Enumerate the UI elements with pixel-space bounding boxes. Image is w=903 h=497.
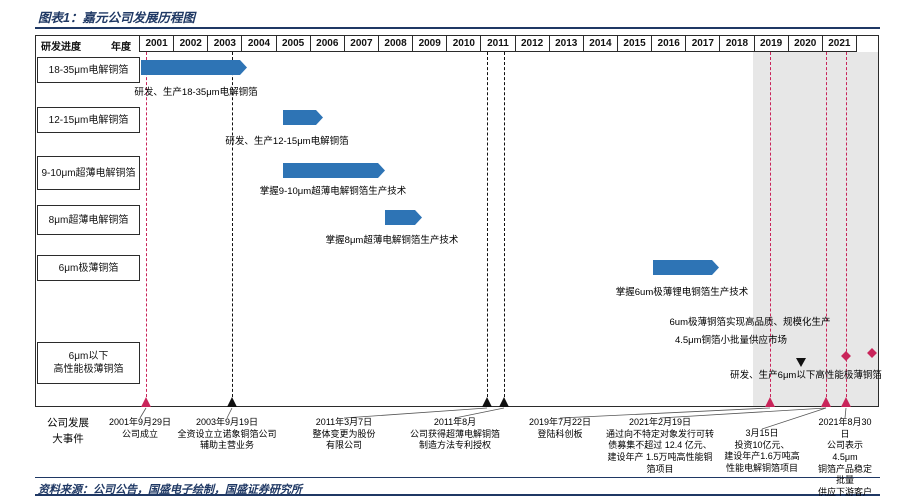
milestone-dashed-line (770, 52, 771, 407)
event-marker-triangle (821, 397, 831, 407)
gantt-bar (141, 60, 247, 75)
row-label: 18-35μm电解铜箔 (37, 57, 140, 83)
event-marker-triangle (227, 397, 237, 407)
figure-title: 图表1：嘉元公司发展历程图 (38, 11, 195, 25)
event-text: 2003年9月19日 全资设立立诺象铜箔公司 辅助主营业务 (177, 417, 277, 451)
year-header-2013: 2013 (548, 35, 584, 52)
year-header-2009: 2009 (412, 35, 448, 52)
year-header-2008: 2008 (377, 35, 414, 52)
bar-note: 掌握9-10μm超薄电解铜箔生产技术 (259, 186, 407, 197)
year-header-2015: 2015 (616, 35, 653, 52)
milestone-dashed-line (146, 52, 147, 407)
year-header-2007: 2007 (343, 35, 379, 52)
title-divider-line (35, 27, 880, 29)
milestone-dashed-line (487, 52, 488, 407)
year-header-2012: 2012 (514, 35, 550, 52)
bar-note: 研发、生产6μm以下高性能极薄铜箔 (730, 370, 882, 381)
event-text: 2011年3月7日 整体变更为股份 有限公司 (312, 417, 376, 451)
event-text: 2021年2月19日 通过向不特定对象发行可转 债募集不超过 12.4 亿元、 … (605, 417, 715, 474)
event-text: 2021年8月30日 公司表示4.5μm 铜箔产品稳定批量 供应下游客户 (817, 417, 872, 497)
row-label: 9-10μm超薄电解铜箔 (37, 156, 140, 190)
year-header-2018: 2018 (719, 35, 755, 52)
source-note: 资料来源：公司公告，国盛电子绘制，国盛证券研究所 (38, 484, 302, 496)
year-header-2005: 2005 (275, 35, 311, 52)
milestone-dashed-line (504, 52, 505, 407)
year-axis-label: 年度 (111, 42, 131, 53)
event-text: 2011年8月 公司获得超薄电解铜箔 制造方法专利授权 (409, 417, 501, 451)
bar-note: 4.5μm铜箔小批量供应市场 (674, 335, 788, 346)
year-header-row: 2001 2002 2003 2004 2005 2006 2007 2008 2009 2010… (139, 35, 857, 52)
year-header-2014: 2014 (582, 35, 618, 52)
year-header-2020: 2020 (787, 35, 823, 52)
bar-note: 研发、生产18-35μm电解铜箔 (134, 87, 258, 98)
events-section-label: 公司发展 大事件 (47, 417, 89, 445)
milestone-down-triangle (796, 358, 806, 367)
year-header-2019: 2019 (753, 35, 789, 52)
event-text: 3月15日 投资10亿元、 建设年产1.6万吨高 性能电解铜箔项目 (724, 428, 800, 474)
year-header-2016: 2016 (651, 35, 687, 52)
event-marker-triangle (482, 397, 492, 407)
footer-divider-line (35, 477, 880, 478)
row-label: 8μm超薄电解铜箔 (37, 205, 140, 235)
bar-note: 掌握6um极薄锂电铜箔生产技术 (615, 287, 749, 298)
event-marker-triangle (841, 397, 851, 407)
gantt-bar (653, 260, 719, 275)
year-header-2001: 2001 (139, 35, 175, 52)
gantt-bar (283, 110, 323, 125)
year-header-2017: 2017 (685, 35, 721, 52)
bar-note: 6um极薄铜箔实现高品质、规模化生产 (669, 317, 831, 328)
gantt-bar (283, 163, 385, 178)
bar-note: 研发、生产12-15μm电解铜箔 (225, 136, 349, 147)
event-text: 2001年9月29日 公司成立 (108, 417, 172, 439)
year-header-2002: 2002 (173, 35, 209, 52)
year-header-2021: 2021 (821, 35, 857, 52)
milestone-dashed-line (232, 52, 233, 407)
bottom-border-line (35, 494, 880, 496)
row-label: 6μm以下 高性能极薄铜箔 (37, 342, 140, 384)
milestone-dashed-line (826, 52, 827, 407)
year-header-2011: 2011 (480, 35, 516, 52)
gantt-bar (385, 210, 422, 225)
milestone-dashed-line (846, 52, 847, 407)
year-header-2006: 2006 (309, 35, 345, 52)
row-label: 12-15μm电解铜箔 (37, 107, 140, 133)
highlight-region-recent-years (753, 52, 878, 406)
year-header-2010: 2010 (446, 35, 482, 52)
year-header-2004: 2004 (241, 35, 277, 52)
bar-note: 掌握8μm超薄电解铜箔生产技术 (325, 235, 459, 246)
progress-column-header: 研发进度 (41, 42, 81, 53)
year-header-2003: 2003 (207, 35, 243, 52)
event-text: 2019年7月22日 登陆科创板 (528, 417, 592, 439)
event-marker-triangle (141, 397, 151, 407)
event-marker-triangle (499, 397, 509, 407)
row-label: 6μm极薄铜箔 (37, 255, 140, 281)
event-marker-triangle (765, 397, 775, 407)
